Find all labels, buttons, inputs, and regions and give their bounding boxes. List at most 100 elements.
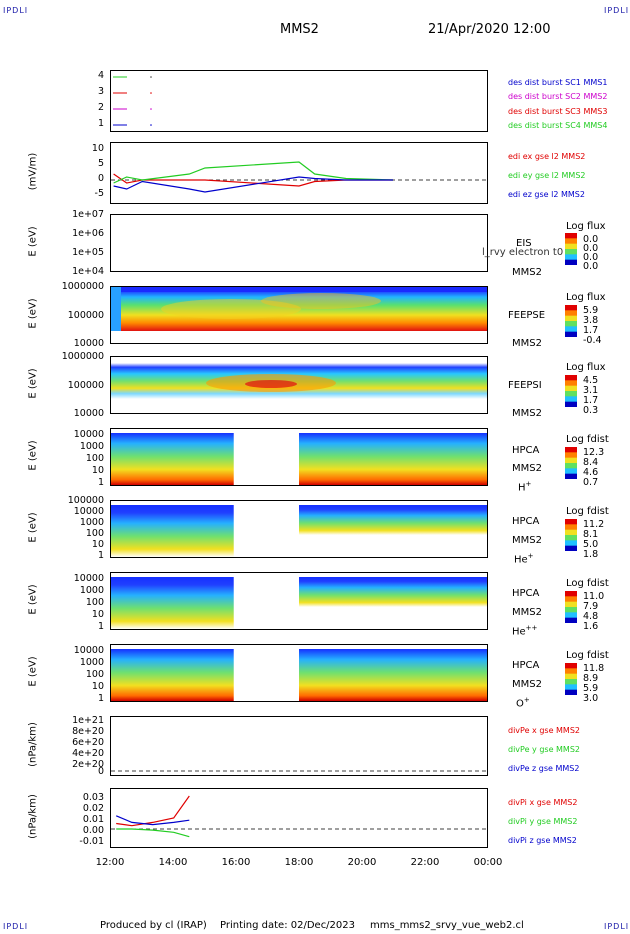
colorbar-segment — [565, 612, 577, 619]
hpca-h-species: H+ — [518, 480, 531, 493]
hpca-o-ytick: 100 — [85, 669, 104, 680]
x-tick: 14:00 — [158, 857, 188, 868]
colorbar-segment — [565, 596, 577, 603]
hpca-he-instrument: HPCA — [512, 516, 540, 527]
hpca-he-ytick: 100000 — [67, 495, 104, 506]
eis-cb-value: 0.0 — [583, 234, 599, 245]
divpe-panel — [110, 716, 488, 776]
burst-legend-sc2: des dist burst SC2 MMS2 — [508, 92, 608, 101]
hpca-h-spacecraft: MMS2 — [512, 463, 542, 474]
hpca-o-species-charge: + — [523, 696, 530, 704]
feepse-cb-value: -0.4 — [583, 335, 602, 346]
hpca-hepp-instrument: HPCA — [512, 588, 540, 599]
feepse-cb-value: 1.7 — [583, 325, 599, 336]
colorbar-segment — [565, 684, 577, 691]
hpca-he-ytick: 1000 — [79, 517, 104, 528]
series-line-2 — [115, 815, 190, 826]
x-tick: 20:00 — [347, 857, 377, 868]
x-tick: 18:00 — [284, 857, 314, 868]
divpi-series-group — [115, 795, 190, 838]
hpca-he-cb-value: 1.8 — [583, 549, 599, 560]
colorbar-segment — [565, 540, 577, 547]
hpca-h-spectrogram — [111, 433, 487, 485]
hpca-o-cb-value: 8.9 — [583, 673, 599, 684]
x-tick: 00:00 — [473, 857, 503, 868]
hpca-he-ylabel: E (eV) — [27, 512, 39, 543]
hpca-hepp-ytick: 10 — [91, 609, 104, 620]
edi-plot — [111, 161, 489, 193]
hpca-he-species: He+ — [514, 552, 534, 565]
hpca-data-block — [299, 505, 487, 535]
x-tick: 22:00 — [410, 857, 440, 868]
divpe-ytick: 0 — [97, 766, 104, 777]
hpca-h-instrument: HPCA — [512, 445, 540, 456]
hpca-o-spacecraft: MMS2 — [512, 679, 542, 690]
footer-printed: Printing date: 02/Dec/2023 — [220, 920, 356, 931]
hpca-he-ytick: 1 — [97, 550, 104, 561]
hpca-h-species-name: H — [518, 482, 526, 494]
burst-plot — [113, 76, 152, 126]
feepse-ytick: 10000 — [73, 338, 104, 349]
edi-ylabel: (mV/m) — [27, 152, 39, 191]
eis-cb-value: 0.0 — [583, 261, 599, 272]
feepse-bright-region — [261, 293, 381, 309]
hpca-data-block — [111, 649, 234, 701]
colorbar-segment — [565, 607, 577, 613]
hpca-data-block — [111, 577, 234, 629]
hpca-h-panel — [110, 428, 488, 486]
hpca-he-panel — [110, 500, 488, 558]
hpca-o-cb-value: 3.0 — [583, 693, 599, 704]
hpca-hepp-cb-value: 1.6 — [583, 621, 599, 632]
divpi-ytick: 0.00 — [82, 825, 104, 836]
colorbar-segment — [565, 385, 577, 392]
divpe-ytick: 4e+20 — [72, 748, 104, 759]
hpca-o-ytick: 1000 — [79, 657, 104, 668]
colorbar-segment — [565, 529, 577, 536]
colorbar-segment — [565, 601, 577, 608]
eis-ytick: 1e+04 — [72, 266, 104, 277]
divpe-legend-x: divPe x gse MMS2 — [508, 726, 580, 735]
hpca-hepp-ytick: 1 — [97, 621, 104, 632]
eis-cb-value: 0.0 — [583, 243, 599, 254]
series-line-0 — [113, 173, 393, 187]
colorbar-segment — [565, 249, 577, 255]
hpca-he-spacecraft: MMS2 — [512, 535, 542, 546]
colorbar-segment — [565, 679, 577, 685]
hpca-o-colorbar-title: Log fdist — [566, 650, 609, 661]
hpca-h-cb-value: 4.6 — [583, 467, 599, 478]
feepse-instrument: FEEPSE — [508, 310, 546, 321]
hpca-o-species: O+ — [516, 696, 530, 709]
hpca-hepp-species: He++ — [512, 624, 537, 637]
edi-panel — [110, 142, 489, 204]
header-datetime: 21/Apr/2020 12:00 — [428, 22, 551, 37]
hpca-data-block — [111, 505, 234, 557]
feepsi-peak-region — [245, 380, 297, 388]
hpca-he-species-charge: + — [527, 552, 534, 560]
colorbar-segment — [565, 524, 577, 531]
feepse-cb-value: 3.8 — [583, 315, 599, 326]
series-line-0 — [116, 795, 190, 827]
divpe-ytick: 1e+21 — [72, 715, 104, 726]
hpca-hepp-cb-value: 7.9 — [583, 601, 599, 612]
burst-ytick: 2 — [97, 102, 104, 113]
colorbar-segment — [565, 331, 577, 337]
hpca-hepp-colorbar — [565, 591, 577, 623]
colorbar-segment — [565, 259, 577, 265]
colorbar-segment — [565, 243, 577, 250]
feepsi-instrument: FEEPSI — [508, 380, 542, 391]
colorbar-segment — [565, 468, 577, 475]
feepsi-ytick: 100000 — [67, 380, 104, 391]
colorbar-segment — [565, 391, 577, 397]
edi-legend-z: edi ez gse l2 MMS2 — [508, 190, 585, 199]
corner-label-top-left: IPDLI — [3, 6, 29, 15]
edi-legend-x: edi ex gse l2 MMS2 — [508, 152, 586, 161]
eis-ytick: 1e+07 — [72, 209, 104, 220]
divpi-legend-x: divPi x gse MMS2 — [508, 798, 578, 807]
feepse-ytick: 1000000 — [61, 281, 104, 292]
hpca-hepp-species-name: He — [512, 626, 526, 638]
feepsi-ytick: 1000000 — [61, 351, 104, 362]
hpca-h-ytick: 100 — [85, 453, 104, 464]
hpca-data-block — [299, 433, 487, 485]
divpi-legend-y: divPi y gse MMS2 — [508, 817, 578, 826]
hpca-h-colorbar — [565, 447, 577, 479]
